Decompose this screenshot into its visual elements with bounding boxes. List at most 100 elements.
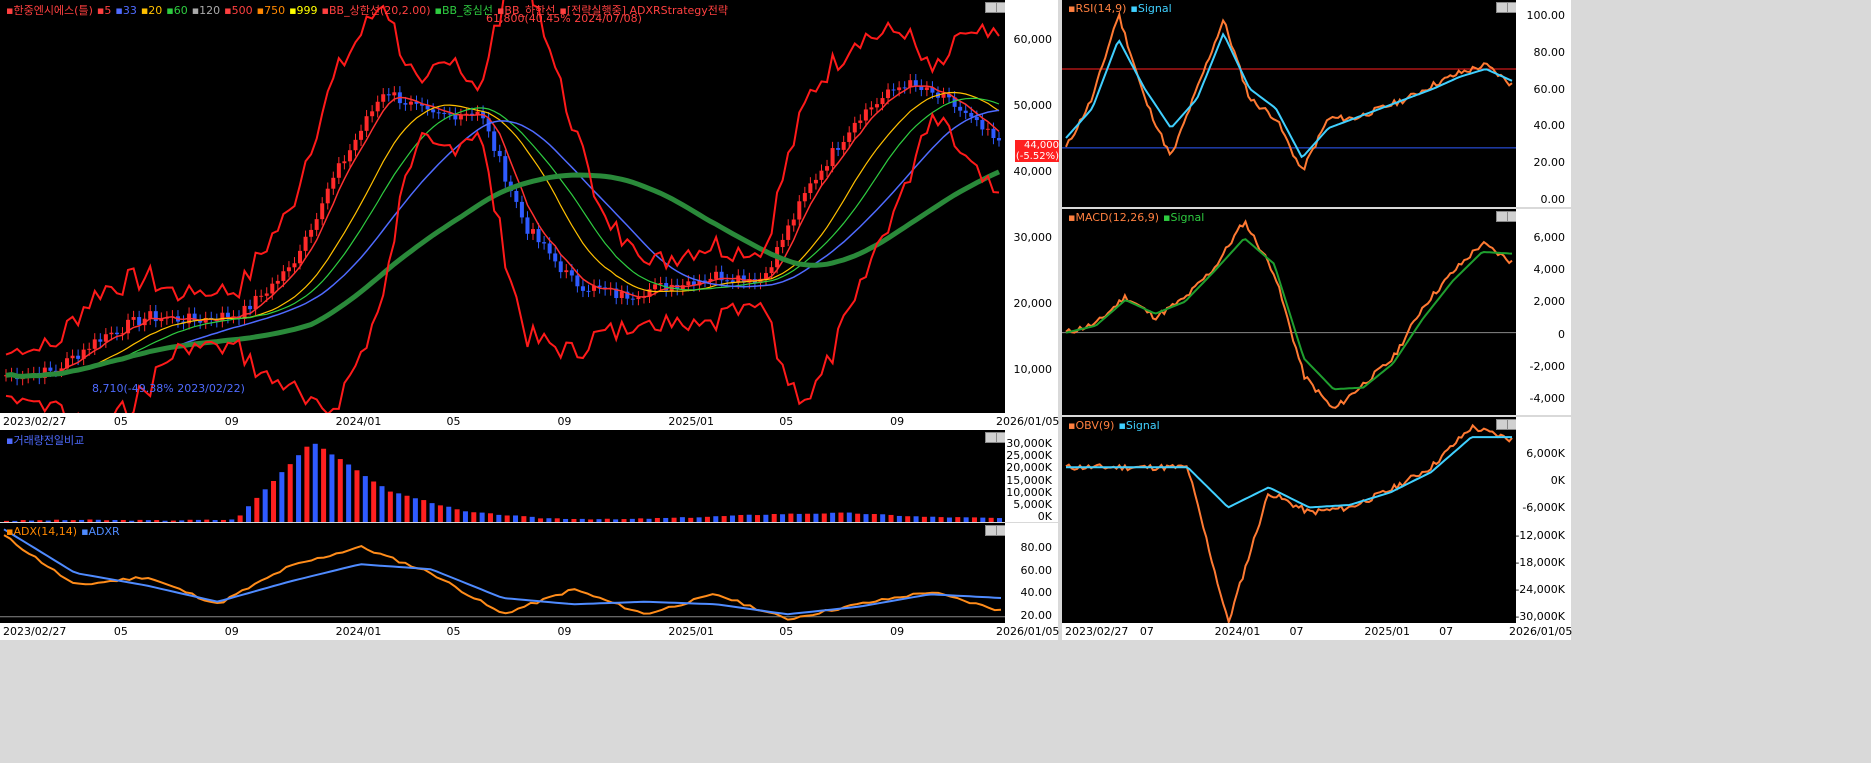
candle-body [442,112,447,114]
candle-body [159,318,164,322]
candle-body [148,311,153,319]
legend-entry[interactable]: ▪거래량전일비교 [6,434,85,447]
candle-body [120,333,125,335]
legend-entry[interactable]: ▪750 [256,4,286,17]
series-line [1066,436,1512,509]
volume-bar [354,470,360,522]
volume-bar [613,519,619,522]
current-price: 44,000 [1024,140,1059,151]
obv-legend: ▪OBV(9) ▪Signal [1068,419,1164,432]
candle-body [259,295,264,297]
candle-body [997,138,1001,141]
candle-body [636,297,641,300]
series-line [1065,423,1513,623]
legend-entry[interactable]: ▪60 [166,4,188,17]
candle-body [536,229,541,243]
volume-bar [429,503,435,522]
candle-body [830,148,835,167]
volume-bar [29,520,35,522]
macd-chart [1062,219,1516,409]
legend-entry[interactable]: ▪500 [224,4,253,17]
volume-bar [304,446,310,522]
volume-chart [4,443,1002,522]
obv-panel[interactable]: ▪OBV(9) ▪Signal [1062,417,1519,623]
candle-body [48,367,53,371]
candle-body [375,101,380,112]
x-tick-label: 07 [1289,625,1304,638]
volume-bar [638,518,644,522]
volume-bar [855,513,861,522]
x-tick-label: 09 [557,415,572,428]
volume-bar [220,519,226,522]
legend-entry[interactable]: ▪5 [96,4,112,17]
legend-entry[interactable]: ▪Signal [1163,211,1205,224]
candle-body [886,89,891,99]
volume-bar [120,519,126,522]
legend-entry[interactable]: ▪BB_하한선 [496,4,556,17]
candle-body [686,281,691,286]
candle-body [869,107,874,110]
candle-body [852,122,857,133]
volume-panel[interactable]: ▪거래량전일비교 [0,430,1008,522]
candle-body [847,132,852,142]
legend-entry[interactable]: ▪ADX(14,14) [6,525,78,538]
price-chart-panel[interactable]: 61,800(40.45% 2024/07/08) 8,710(-49.38% 2… [0,0,1008,413]
adx-panel[interactable]: ▪ADX(14,14) ▪ADXR [0,523,1008,623]
volume-bar [846,512,852,522]
legend-entry[interactable]: ▪MACD(12,26,9) [1068,211,1159,224]
legend-entry[interactable]: ▪BB_중심선 [434,4,493,17]
candle-body [813,179,818,184]
candle-body [719,271,724,281]
candle-body [963,110,968,113]
series-line [1065,238,1513,391]
volume-bar [137,519,143,522]
candle-body [702,280,707,282]
series-line [1065,219,1513,409]
volume-bar [504,515,510,522]
legend-entry[interactable]: ▪OBV(9) [1068,419,1115,432]
candle-body [314,219,319,230]
volume-bar [479,512,485,522]
candle-body [786,225,791,240]
volume-bar [229,519,235,522]
candle-body [514,190,519,202]
volume-bar [997,518,1002,522]
bb-lower-line [5,111,1000,413]
legend-entry[interactable]: ▪RSI(14,9) [1068,2,1127,15]
candle-body [647,289,652,297]
x-tick-label: 05 [446,625,461,638]
volume-bar [604,518,610,522]
candle-body [386,94,391,96]
rsi-panel[interactable]: ▪RSI(14,9) ▪Signal [1062,0,1519,207]
candle-body [569,270,574,276]
candle-body [458,114,463,120]
x-tick-label: 05 [779,625,794,638]
legend-entry[interactable]: ▪[전략실행중] ADXRStrategy전략 [559,4,729,17]
legend-entry[interactable]: ▪Signal [1118,419,1160,432]
candle-body [76,355,81,359]
candle-body [580,286,585,291]
legend-entry[interactable]: ▪BB_상한선(20,2.00) [321,4,431,17]
legend-entry[interactable]: ▪20 [140,4,163,17]
legend-entry[interactable]: ▪999 [289,4,318,17]
legend-entry[interactable]: ▪한중엔시에스(틀) [6,4,93,17]
volume-legend: ▪거래량전일비교 [6,432,88,448]
volume-bar [187,519,193,522]
legend-entry[interactable]: ▪Signal [1130,2,1172,15]
current-price-box: 44,000 (-5.52%) [1015,140,1059,162]
price-y-axis: 60,000 50,000 40,000 30,000 20,000 10,000 44,… [1005,0,1059,413]
volume-bar [663,517,669,522]
candle-body [503,156,508,182]
volume-bar [154,520,160,522]
macd-panel[interactable]: ▪MACD(12,26,9) ▪Signal [1062,209,1519,415]
candle-body [897,87,902,91]
legend-entry[interactable]: ▪ADXR [81,525,120,538]
legend-entry[interactable]: ▪120 [191,4,221,17]
candle-body [381,94,386,102]
candle-body [913,80,918,86]
candle-body [547,243,552,254]
candle-body [819,170,824,180]
legend-entry[interactable]: ▪33 [115,4,137,17]
candle-body [431,109,436,113]
volume-bar [329,454,335,522]
